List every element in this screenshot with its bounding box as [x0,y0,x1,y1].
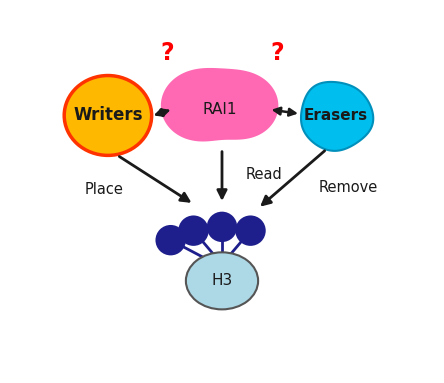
Ellipse shape [186,252,258,309]
Text: ?: ? [160,41,174,65]
Text: Read: Read [246,167,282,182]
Circle shape [207,212,237,242]
Text: Writers: Writers [73,106,143,124]
Circle shape [235,216,266,246]
Text: ?: ? [270,41,284,65]
Circle shape [155,225,186,255]
Ellipse shape [64,75,152,155]
Text: Place: Place [85,182,123,197]
Polygon shape [301,82,373,151]
Text: RAI1: RAI1 [203,102,238,117]
Text: Erasers: Erasers [304,108,368,123]
Polygon shape [161,68,278,141]
Circle shape [178,216,209,246]
Text: Remove: Remove [319,180,378,195]
Text: H3: H3 [211,273,233,288]
